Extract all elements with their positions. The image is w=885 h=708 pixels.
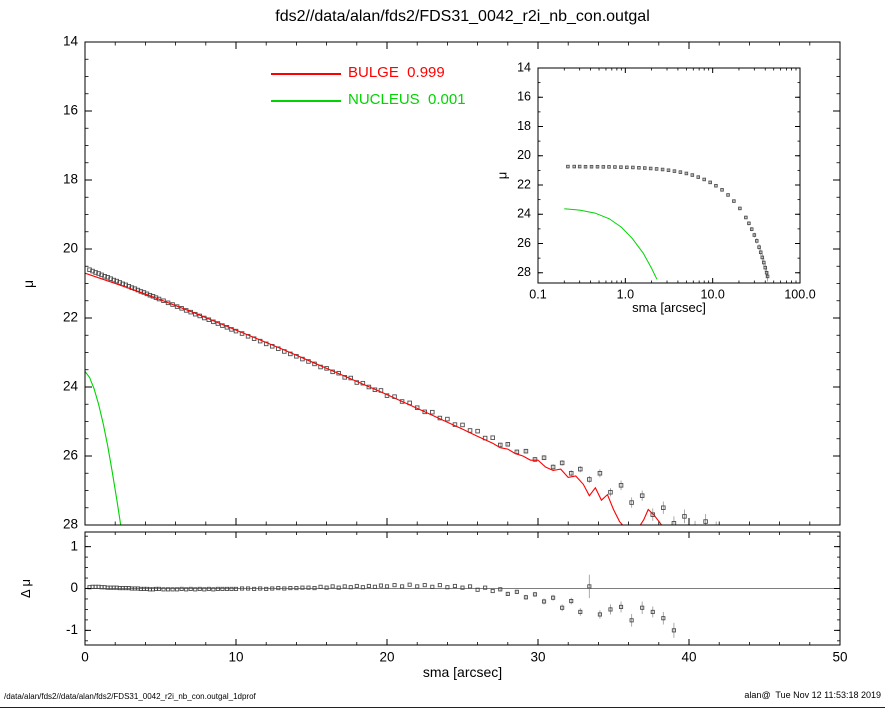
inset-x-axis-label: sma [arcsec] bbox=[632, 300, 706, 315]
bulge-line-swatch bbox=[271, 73, 341, 75]
main-y-axis-label: μ bbox=[20, 279, 37, 289]
user-and-timestamp: alan@ Tue Nov 12 11:53:18 2019 bbox=[744, 690, 881, 700]
x-axis-label: sma [arcsec] bbox=[422, 664, 503, 680]
nucleus-legend-label: NUCLEUS 0.001 bbox=[348, 91, 466, 108]
output-file-path: /data/alan/fds2//data/alan/fds2/FDS31_00… bbox=[4, 692, 256, 701]
inset-y-axis-label: μ bbox=[494, 171, 510, 180]
bulge-legend-label: BULGE 0.999 bbox=[348, 64, 445, 81]
plot-title: fds2//data/alan/fds2/FDS31_0042_r2i_nb_c… bbox=[275, 8, 650, 25]
nucleus-line-swatch bbox=[271, 100, 341, 102]
residual-y-axis-label: Δ μ bbox=[18, 578, 34, 599]
